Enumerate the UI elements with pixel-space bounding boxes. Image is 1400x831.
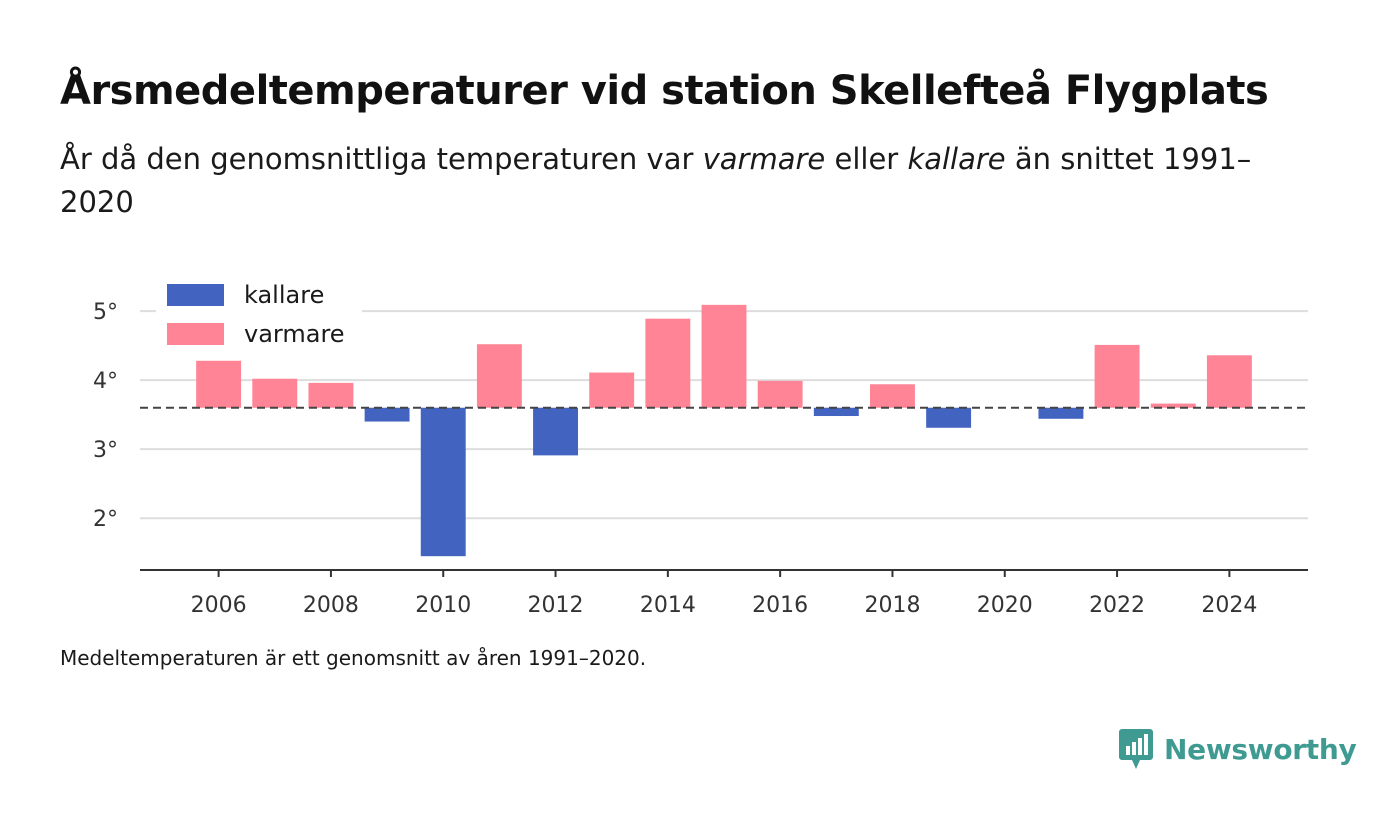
- newsworthy-logo: Newsworthy: [1118, 727, 1357, 771]
- legend: kallare varmare: [156, 276, 362, 356]
- subtitle-part-3: än snittet 1991–2020: [60, 142, 1252, 219]
- bar-2010: [420, 407, 466, 557]
- bar-2014: [645, 318, 691, 408]
- x-tick-label-2016: 2016: [752, 593, 808, 618]
- bar-2006: [196, 360, 242, 408]
- subtitle-cold-word: kallare: [907, 142, 1006, 176]
- bar-2021: [1038, 407, 1084, 419]
- bar-2015: [701, 304, 747, 408]
- legend-swatch-warm: [167, 323, 224, 345]
- y-tick-label-4: 4°: [93, 369, 118, 394]
- y-tick-label-3: 3°: [93, 438, 118, 463]
- x-tick-label-2022: 2022: [1089, 593, 1145, 618]
- legend-label-cold: kallare: [244, 281, 324, 309]
- x-axis: 2006 2008 2010 2012 2014 2016 2018 2020 2022 2024: [140, 569, 1308, 618]
- y-tick-label-2: 2°: [93, 507, 118, 532]
- chart-subtitle: År då den genomsnittliga temperaturen va…: [60, 138, 1300, 224]
- x-tick-label-2020: 2020: [977, 593, 1033, 618]
- x-tick-label-2018: 2018: [864, 593, 920, 618]
- bar-2017: [813, 407, 859, 417]
- footnote: Medeltemperaturen är ett genomsnitt av å…: [60, 646, 647, 670]
- bar-2018: [870, 384, 915, 408]
- bar-2007: [252, 378, 298, 408]
- x-tick-label-2012: 2012: [528, 593, 584, 618]
- x-tick-label-2010: 2010: [415, 593, 471, 618]
- y-axis: 2° 3° 4° 5°: [93, 300, 118, 532]
- x-tick-label-2006: 2006: [191, 593, 247, 618]
- bar-2022: [1094, 344, 1140, 408]
- y-tick-label-5: 5°: [93, 300, 118, 325]
- subtitle-part-1: År då den genomsnittliga temperaturen va…: [60, 142, 703, 176]
- newsworthy-logo-icon: [1119, 729, 1153, 769]
- newsworthy-logo-text: Newsworthy: [1164, 732, 1357, 766]
- subtitle-warm-word: varmare: [702, 142, 826, 176]
- x-tick-label-2024: 2024: [1201, 593, 1257, 618]
- bar-2024: [1206, 355, 1252, 408]
- legend-swatch-cold: [167, 284, 224, 306]
- subtitle-part-2: eller: [825, 142, 908, 176]
- bar-2023: [1150, 403, 1196, 408]
- bar-2011: [476, 344, 522, 408]
- x-tick-label-2008: 2008: [303, 593, 359, 618]
- bar-2009: [364, 407, 410, 422]
- chart-title: Årsmedeltemperaturer vid station Skellef…: [60, 68, 1269, 114]
- bars: [196, 304, 1252, 557]
- bar-2012: [533, 407, 578, 456]
- x-tick-label-2014: 2014: [640, 593, 696, 618]
- bar-2016: [757, 380, 803, 408]
- bar-2019: [926, 407, 972, 428]
- legend-label-warm: varmare: [244, 320, 345, 348]
- bar-2008: [308, 382, 354, 408]
- bar-2013: [589, 372, 635, 408]
